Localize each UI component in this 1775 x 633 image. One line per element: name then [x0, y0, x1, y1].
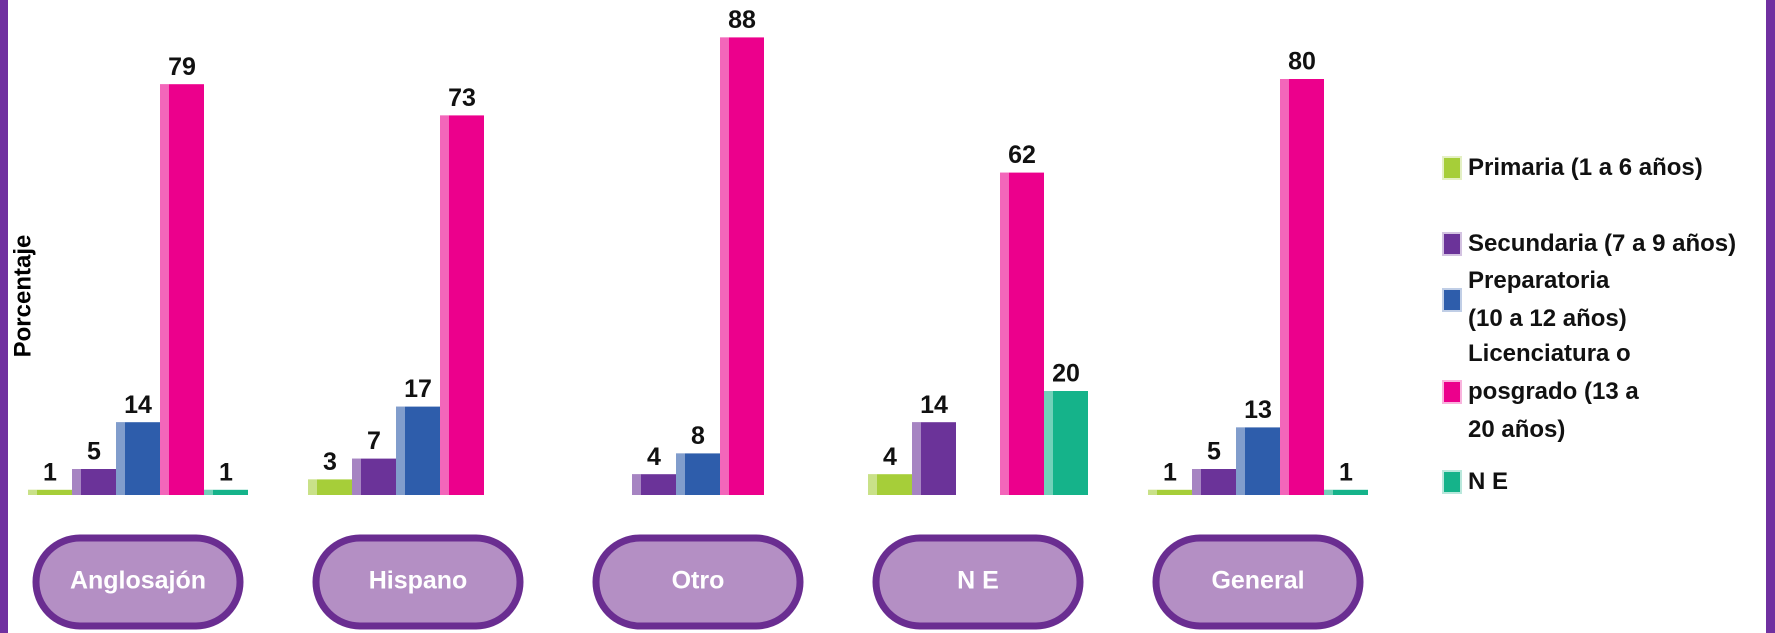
legend-swatch [1442, 380, 1462, 404]
value-label: 4 [883, 443, 897, 471]
value-label: 1 [219, 458, 233, 486]
legend-label: N E [1468, 468, 1509, 495]
x-tick-label: Hispano [369, 567, 468, 595]
bar-highlight [1000, 172, 1009, 495]
value-label: 1 [1339, 458, 1353, 486]
bar [396, 406, 440, 495]
bar-highlight [1148, 489, 1157, 495]
value-label: 5 [87, 438, 101, 466]
legend-swatch [1442, 470, 1462, 494]
value-label: 14 [920, 391, 948, 419]
legend-item: Secundaria (7 a 9 años) [1442, 225, 1775, 263]
value-label: 73 [448, 84, 476, 112]
legend-item: Licenciatura o posgrado (13 a 20 años) [1442, 335, 1642, 449]
legend-item: N E [1442, 463, 1642, 501]
bar-highlight [440, 115, 449, 496]
x-tick-label: Otro [672, 567, 725, 595]
bar [116, 422, 160, 495]
bar-highlight [912, 422, 921, 495]
legend-label: Preparatoria (10 a 12 años) [1468, 267, 1627, 332]
value-label: 14 [124, 391, 152, 419]
bar-highlight [1192, 469, 1201, 495]
bar [440, 115, 484, 496]
value-label: 62 [1008, 141, 1036, 169]
bar [160, 84, 204, 495]
bar [720, 37, 764, 496]
bar-highlight [308, 479, 317, 495]
value-label: 4 [647, 443, 661, 471]
bar-highlight [868, 474, 877, 495]
value-label: 88 [728, 6, 756, 34]
bar [28, 489, 72, 495]
bar-highlight [632, 474, 641, 495]
value-label: 7 [367, 427, 381, 455]
y-axis-label: Porcentaje [9, 235, 36, 358]
category-pill [872, 534, 1084, 630]
x-tick-label: Anglosajón [70, 567, 206, 595]
value-label: 1 [43, 458, 57, 486]
bar [204, 489, 248, 495]
value-label: 13 [1244, 396, 1272, 424]
value-label: 80 [1288, 48, 1316, 76]
value-label: 17 [404, 375, 432, 403]
value-label: 8 [691, 422, 705, 450]
value-label: 20 [1052, 360, 1080, 388]
bar-highlight [204, 489, 213, 495]
bar [1192, 469, 1236, 495]
bar-highlight [352, 458, 361, 495]
legend-item: Primaria (1 a 6 años) [1442, 149, 1772, 187]
bar [308, 479, 352, 495]
value-label: 3 [323, 448, 337, 476]
category-pill [1152, 534, 1364, 630]
bar [912, 422, 956, 495]
bar-highlight [116, 422, 125, 495]
value-label: 1 [1163, 458, 1177, 486]
bar-highlight [1324, 489, 1333, 495]
legend-item: Preparatoria (10 a 12 años) [1442, 262, 1642, 338]
bar [676, 453, 720, 495]
category-pill [312, 534, 524, 630]
legend-swatch [1442, 156, 1462, 180]
bar-highlight [1280, 79, 1289, 495]
bar-highlight [676, 453, 685, 495]
category-pill [592, 534, 804, 630]
bar [1148, 489, 1192, 495]
bar-highlight [72, 469, 81, 495]
bar-highlight [28, 489, 37, 495]
bar [868, 474, 912, 495]
bar [1044, 391, 1088, 495]
right-border [1766, 0, 1775, 633]
x-tick-label: N E [957, 567, 999, 595]
category-pill [32, 534, 244, 630]
bar [1324, 489, 1368, 495]
bar [1280, 79, 1324, 495]
bar-highlight [1236, 427, 1245, 495]
legend-label: Primaria (1 a 6 años) [1468, 154, 1703, 181]
legend-label: Secundaria (7 a 9 años) [1468, 230, 1737, 257]
bar [1236, 427, 1280, 495]
bar-highlight [1044, 391, 1053, 495]
bar [352, 458, 396, 495]
bar [72, 469, 116, 495]
bar [1000, 172, 1044, 495]
bar [632, 474, 676, 495]
value-label: 5 [1207, 438, 1221, 466]
bar-highlight [720, 37, 729, 496]
legend-swatch [1442, 232, 1462, 256]
x-tick-label: General [1211, 567, 1304, 595]
legend-swatch [1442, 288, 1462, 312]
bar-highlight [160, 84, 169, 495]
left-border [0, 0, 8, 633]
bar-highlight [396, 406, 405, 495]
value-label: 79 [168, 53, 196, 81]
legend-label: Licenciatura o posgrado (13 a 20 años) [1468, 340, 1639, 443]
